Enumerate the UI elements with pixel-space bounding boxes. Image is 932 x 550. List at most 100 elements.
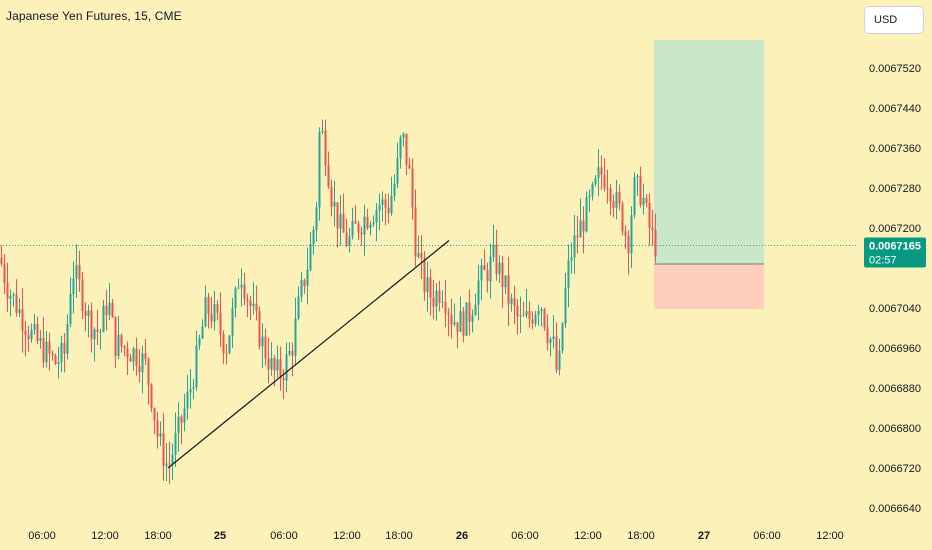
candle-body: [141, 353, 144, 373]
candle-body: [528, 311, 531, 320]
candle-body: [603, 174, 606, 188]
x-axis-label: 06:00: [511, 530, 539, 542]
candle: [375, 202, 378, 242]
candle-body: [183, 408, 186, 423]
candle-body: [327, 165, 330, 187]
candle: [504, 275, 507, 295]
candle-body: [549, 338, 552, 343]
candle: [291, 342, 294, 377]
candle-body: [423, 258, 426, 293]
candle: [513, 285, 516, 325]
candle-body: [459, 311, 462, 332]
candle-body: [540, 309, 543, 311]
candle-body: [567, 260, 570, 288]
candle-body: [321, 130, 324, 133]
candle-body: [228, 335, 231, 353]
candle: [180, 414, 183, 445]
candle-body: [492, 244, 495, 257]
candle: [51, 350, 54, 361]
candle-body: [171, 454, 174, 464]
y-axis-label: 0.0067360: [869, 143, 921, 155]
candle: [255, 285, 258, 321]
candle: [36, 316, 39, 345]
candle-body: [477, 280, 480, 305]
candle: [630, 206, 633, 269]
candle: [63, 332, 66, 373]
x-axis-label: 27: [698, 530, 710, 542]
candle: [15, 279, 18, 317]
candle-body: [111, 302, 114, 318]
candle: [45, 331, 48, 368]
candle: [474, 293, 477, 316]
currency-button[interactable]: USD: [864, 6, 924, 34]
candle: [438, 280, 441, 312]
candle-body: [204, 296, 207, 327]
candle: [396, 142, 399, 189]
trendline[interactable]: [167, 240, 450, 469]
candle-body: [57, 362, 60, 364]
candle: [345, 218, 348, 248]
candle-body: [333, 202, 336, 207]
candle: [228, 334, 231, 355]
candle: [552, 315, 555, 349]
candle: [645, 194, 648, 208]
candle-body: [591, 183, 594, 196]
candle-body: [582, 220, 585, 232]
candle: [507, 256, 510, 327]
candle-body: [411, 168, 414, 208]
candle-body: [612, 201, 615, 208]
candle-body: [381, 199, 384, 205]
candle: [198, 334, 201, 351]
candle: [69, 277, 72, 328]
candle: [237, 278, 240, 290]
countdown-timer: 02:57: [869, 255, 897, 267]
candle: [357, 220, 360, 240]
candle: [201, 319, 204, 339]
candle: [618, 184, 621, 211]
candle: [381, 191, 384, 222]
candle-body: [168, 463, 171, 465]
candle: [168, 441, 171, 484]
candle-body: [441, 301, 444, 303]
candle: [309, 231, 312, 271]
candle-body: [531, 319, 534, 324]
candle: [537, 304, 540, 326]
candle: [42, 317, 45, 368]
candle-body: [222, 333, 225, 353]
candle: [171, 443, 174, 480]
x-axis-label: 18:00: [385, 530, 413, 542]
candle-body: [396, 158, 399, 184]
candle-body: [633, 177, 636, 216]
candle-body: [105, 305, 108, 315]
candle: [576, 215, 579, 254]
candle: [453, 303, 456, 327]
x-axis-label: 12:00: [333, 530, 361, 542]
candle: [66, 314, 69, 360]
y-axis-label: 0.0066720: [869, 463, 921, 475]
candle: [366, 208, 369, 230]
candle-body: [375, 209, 378, 223]
candle-body: [372, 222, 375, 225]
candle: [606, 169, 609, 204]
target-zone[interactable]: [654, 40, 764, 264]
candle: [441, 290, 444, 309]
candle: [348, 227, 351, 253]
candle-body: [438, 290, 441, 303]
candle: [48, 332, 51, 371]
candle-body: [9, 295, 12, 299]
candle-body: [501, 262, 504, 288]
candle-body: [468, 302, 471, 322]
candle: [102, 299, 105, 333]
candle: [135, 337, 138, 376]
candle-body: [516, 305, 519, 317]
candle: [285, 342, 288, 393]
y-axis-label: 0.0067200: [869, 223, 921, 235]
candle: [588, 189, 591, 213]
candle: [210, 297, 213, 329]
stop-zone[interactable]: [654, 264, 764, 309]
candle: [324, 119, 327, 176]
candle-body: [234, 288, 237, 309]
candle: [525, 288, 528, 319]
